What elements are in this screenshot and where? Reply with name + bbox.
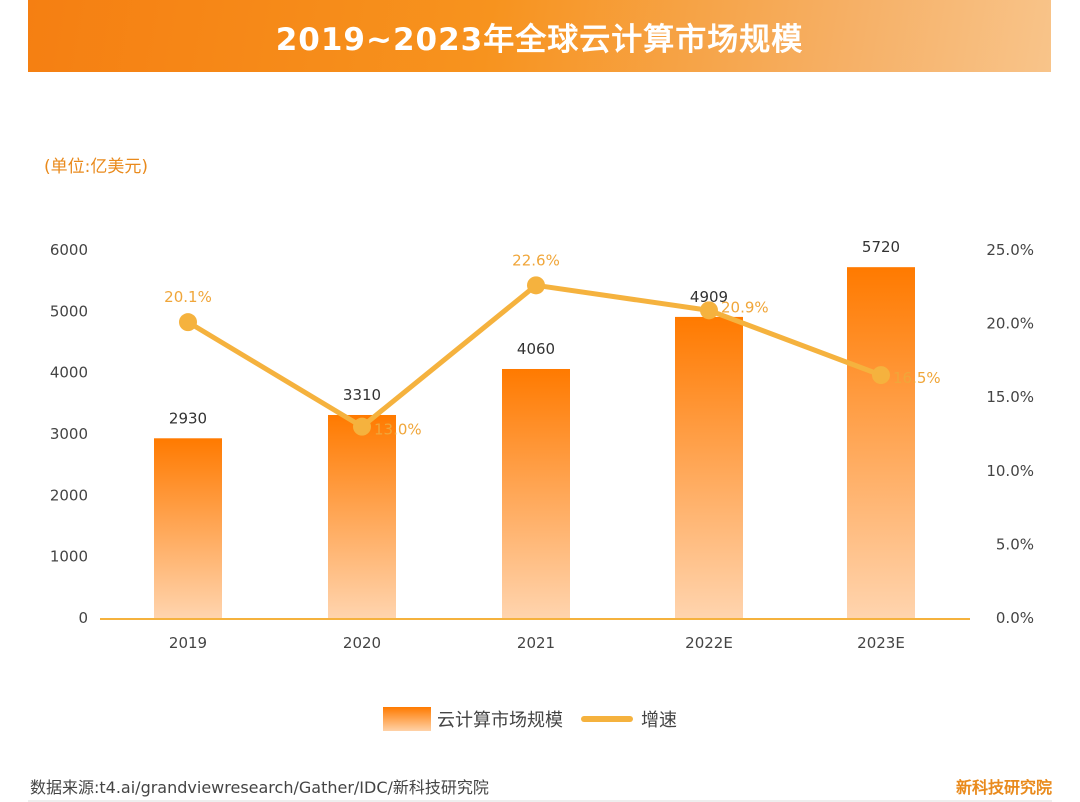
legend-bar-label: 云计算市场规模	[437, 710, 563, 731]
right-axis-tick: 20.0%	[986, 315, 1034, 333]
bar-2022E	[675, 316, 743, 618]
growth-value-label: 20.1%	[164, 288, 212, 306]
right-axis-tick: 5.0%	[996, 535, 1034, 553]
growth-value-label: 13.0%	[374, 421, 422, 439]
legend-bar-swatch	[383, 707, 431, 731]
growth-point	[700, 301, 718, 320]
bar-2019	[154, 438, 222, 618]
growth-point	[527, 276, 545, 295]
source-note: 数据来源:t4.ai/grandviewresearch/Gather/IDC/…	[30, 778, 489, 797]
bar-value-label: 4909	[690, 288, 728, 306]
bar-value-label: 3310	[343, 386, 381, 404]
x-axis-tick: 2020	[343, 634, 381, 652]
chart-title: 2019~2023年全球云计算市场规模	[275, 22, 804, 58]
growth-point	[179, 313, 197, 332]
unit-label: (单位:亿美元)	[44, 157, 148, 177]
growth-value-label: 16.5%	[893, 369, 941, 387]
x-axis-tick: 2019	[169, 634, 207, 652]
divider	[28, 800, 1052, 802]
growth-value-label: 20.9%	[721, 298, 769, 316]
legend: 云计算市场规模 增速	[383, 706, 677, 732]
bar-2021	[502, 368, 570, 618]
left-axis-tick: 3000	[50, 425, 88, 443]
legend-line-swatch	[581, 716, 633, 722]
bar-2020	[328, 414, 396, 618]
right-axis-tick: 25.0%	[986, 241, 1034, 259]
right-axis-tick: 15.0%	[986, 388, 1034, 406]
title-banner: 2019~2023年全球云计算市场规模	[28, 0, 1051, 72]
bar-value-label: 2930	[169, 409, 207, 427]
left-axis-tick: 1000	[50, 548, 88, 566]
legend-line-label: 增速	[641, 710, 677, 731]
bar-2023E	[847, 267, 915, 618]
growth-point	[872, 366, 890, 385]
left-axis-tick: 4000	[50, 364, 88, 382]
x-axis-tick: 2023E	[857, 634, 905, 652]
growth-point	[353, 417, 371, 436]
bar-value-label: 4060	[517, 340, 555, 358]
left-axis-tick: 0	[78, 609, 88, 627]
left-axis-tick: 6000	[50, 241, 88, 259]
x-axis-tick: 2021	[517, 634, 555, 652]
left-axis-tick: 5000	[50, 302, 88, 320]
bar-value-label: 5720	[862, 238, 900, 256]
right-axis-tick: 0.0%	[996, 609, 1034, 627]
growth-value-label: 22.6%	[512, 251, 560, 269]
x-axis-tick: 2022E	[685, 634, 733, 652]
brand-label: 新科技研究院	[955, 778, 1052, 797]
left-axis-tick: 2000	[50, 486, 88, 504]
right-axis-tick: 10.0%	[986, 462, 1034, 480]
